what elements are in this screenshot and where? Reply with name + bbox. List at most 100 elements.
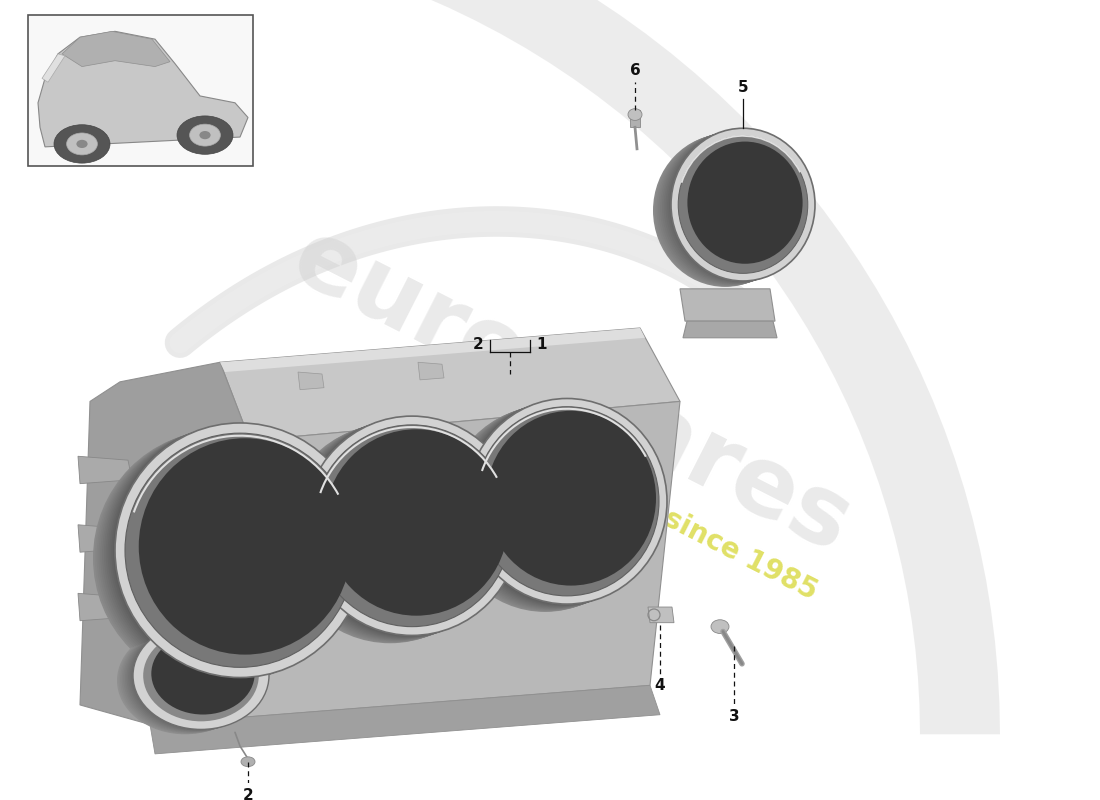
Ellipse shape xyxy=(113,424,363,678)
Polygon shape xyxy=(418,362,444,380)
Ellipse shape xyxy=(99,429,349,683)
Ellipse shape xyxy=(688,142,803,264)
Ellipse shape xyxy=(97,430,346,684)
Ellipse shape xyxy=(106,426,355,681)
Ellipse shape xyxy=(120,626,256,734)
Ellipse shape xyxy=(462,401,661,606)
Ellipse shape xyxy=(295,419,510,638)
Ellipse shape xyxy=(628,109,642,121)
Ellipse shape xyxy=(110,425,360,679)
Polygon shape xyxy=(630,110,640,127)
Ellipse shape xyxy=(67,133,98,155)
Polygon shape xyxy=(80,362,250,725)
Text: 1: 1 xyxy=(537,337,548,352)
Polygon shape xyxy=(150,402,680,725)
Ellipse shape xyxy=(451,404,650,610)
Ellipse shape xyxy=(666,130,810,282)
Text: 5: 5 xyxy=(738,80,748,94)
Ellipse shape xyxy=(662,131,806,284)
Ellipse shape xyxy=(130,622,266,730)
Ellipse shape xyxy=(475,406,659,596)
Ellipse shape xyxy=(94,430,343,686)
Text: 2: 2 xyxy=(243,787,253,800)
Ellipse shape xyxy=(108,426,358,680)
Ellipse shape xyxy=(104,427,354,682)
Ellipse shape xyxy=(100,428,350,682)
Ellipse shape xyxy=(679,136,807,274)
Text: eurospares: eurospares xyxy=(277,210,867,573)
Ellipse shape xyxy=(177,116,233,154)
Ellipse shape xyxy=(143,630,258,722)
Ellipse shape xyxy=(241,757,255,766)
Text: 4: 4 xyxy=(654,678,666,693)
Polygon shape xyxy=(298,372,324,390)
Ellipse shape xyxy=(297,418,513,638)
Polygon shape xyxy=(683,321,777,338)
Ellipse shape xyxy=(116,423,365,678)
Ellipse shape xyxy=(284,423,499,642)
Ellipse shape xyxy=(122,625,257,733)
Text: 6: 6 xyxy=(629,63,640,78)
Ellipse shape xyxy=(289,422,505,641)
Ellipse shape xyxy=(663,130,807,283)
Ellipse shape xyxy=(446,406,645,612)
Ellipse shape xyxy=(125,624,261,732)
Ellipse shape xyxy=(460,401,660,606)
Ellipse shape xyxy=(133,622,270,730)
Polygon shape xyxy=(220,328,680,441)
Ellipse shape xyxy=(189,124,220,146)
Text: 3: 3 xyxy=(728,709,739,724)
Ellipse shape xyxy=(659,132,802,285)
Ellipse shape xyxy=(76,140,88,148)
Ellipse shape xyxy=(671,128,815,281)
Polygon shape xyxy=(62,31,170,66)
Ellipse shape xyxy=(304,416,520,635)
Ellipse shape xyxy=(292,421,507,640)
Ellipse shape xyxy=(653,134,798,287)
Ellipse shape xyxy=(129,623,264,731)
Ellipse shape xyxy=(54,125,110,163)
Text: 2: 2 xyxy=(473,337,483,352)
Ellipse shape xyxy=(449,405,649,610)
Polygon shape xyxy=(680,289,775,321)
Ellipse shape xyxy=(654,134,799,286)
Ellipse shape xyxy=(324,430,508,616)
Ellipse shape xyxy=(486,411,656,586)
Ellipse shape xyxy=(456,402,656,608)
Ellipse shape xyxy=(152,633,255,714)
Ellipse shape xyxy=(657,133,801,286)
Ellipse shape xyxy=(463,400,663,606)
Ellipse shape xyxy=(454,403,654,609)
Polygon shape xyxy=(78,525,132,552)
Text: a passion for parts since 1985: a passion for parts since 1985 xyxy=(388,366,822,606)
Ellipse shape xyxy=(452,404,652,610)
Ellipse shape xyxy=(123,625,260,732)
Polygon shape xyxy=(0,0,1000,734)
Ellipse shape xyxy=(139,438,351,654)
Ellipse shape xyxy=(117,626,253,734)
Ellipse shape xyxy=(199,131,210,139)
Ellipse shape xyxy=(293,420,509,639)
Polygon shape xyxy=(39,31,248,147)
Ellipse shape xyxy=(126,624,263,731)
Ellipse shape xyxy=(287,422,504,642)
Ellipse shape xyxy=(302,417,518,636)
FancyBboxPatch shape xyxy=(28,14,253,166)
Ellipse shape xyxy=(465,399,666,605)
Ellipse shape xyxy=(669,129,813,282)
Polygon shape xyxy=(648,607,674,622)
Ellipse shape xyxy=(125,433,355,667)
Ellipse shape xyxy=(668,130,812,282)
Ellipse shape xyxy=(282,424,498,643)
Ellipse shape xyxy=(286,422,502,642)
Ellipse shape xyxy=(312,425,512,626)
Ellipse shape xyxy=(458,402,658,607)
Polygon shape xyxy=(150,686,660,754)
Ellipse shape xyxy=(711,620,729,634)
Ellipse shape xyxy=(447,406,647,611)
Polygon shape xyxy=(78,594,132,621)
Ellipse shape xyxy=(660,132,804,285)
Ellipse shape xyxy=(131,622,267,730)
Polygon shape xyxy=(78,456,132,484)
Ellipse shape xyxy=(95,430,344,685)
